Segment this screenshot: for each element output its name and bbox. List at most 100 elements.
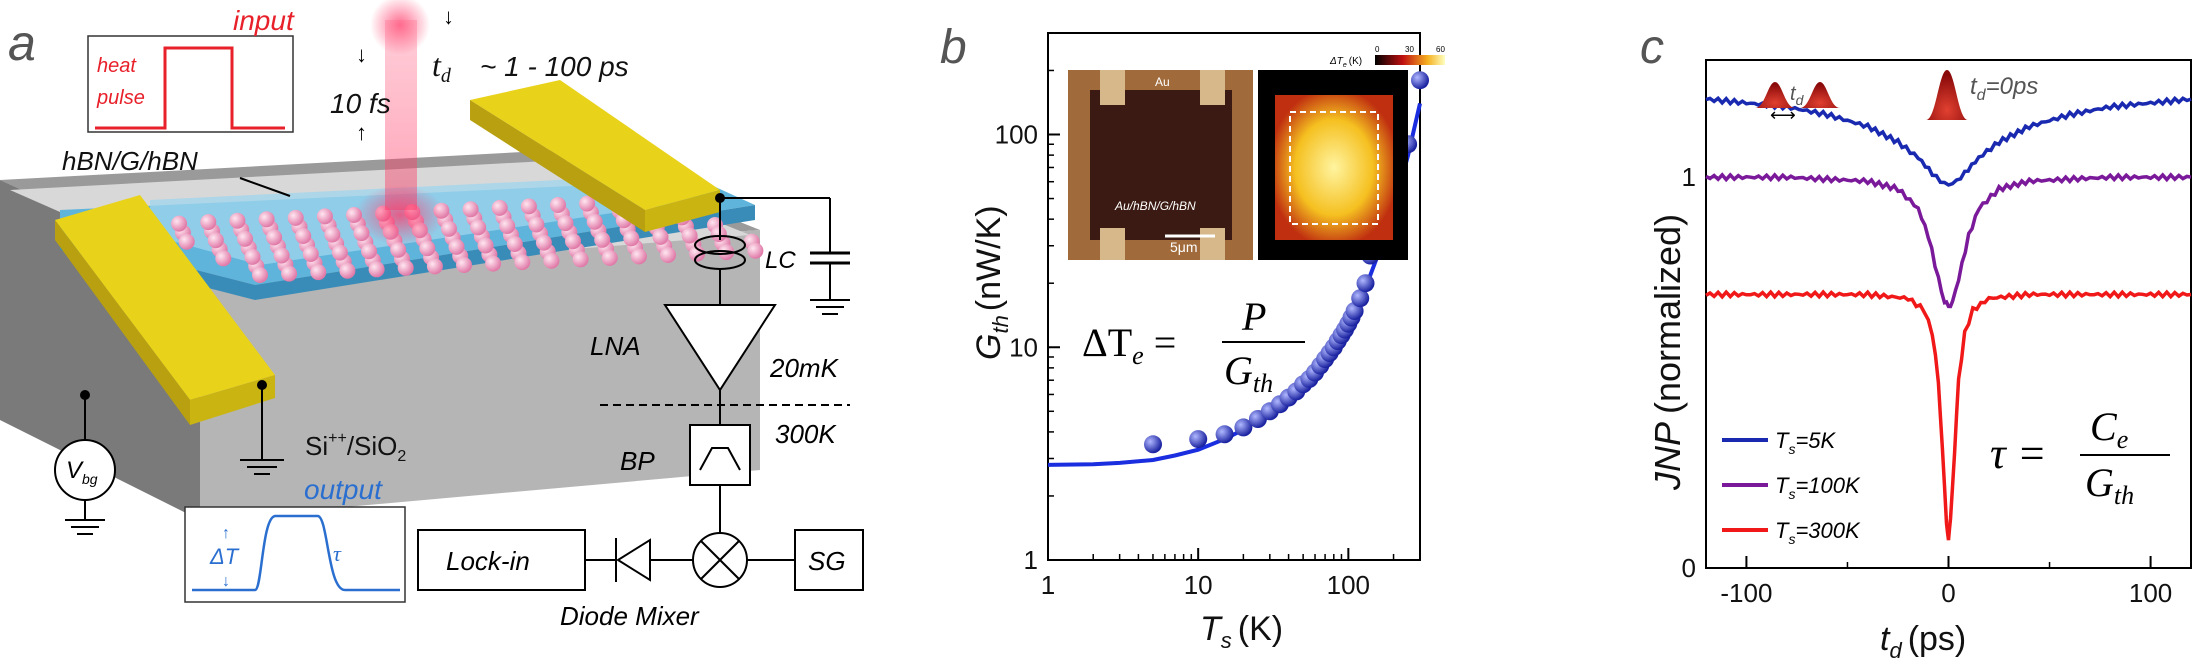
arrow-down-10fs: ↓ [356,42,367,67]
electrode-right-top [470,80,720,210]
plot-b-ytick-label: 1 [1024,545,1038,575]
diode-mixer-label: Diode Mixer [560,601,700,631]
legend-5k-label: Ts=5K [1775,428,1837,457]
output-box [184,506,406,603]
electrode-left-top [55,195,275,400]
lattice-atom [171,215,188,232]
vbg-source [54,439,116,501]
plot-b-xtick-label: 10 [1184,570,1213,600]
lattice-atom [361,243,377,260]
inset-colorbar-label: ΔTe (K) [1329,56,1362,69]
inset-contact-2 [1200,70,1225,105]
inset-label-stack: Au/hBN/G/hBN [1114,199,1196,213]
plot-c-equation: τ = Ce Gth [1990,404,2170,510]
lattice-atom [550,197,566,213]
inset-cbar-tick-60: 60 [1436,45,1445,54]
lattice-atom [426,258,443,275]
temp-low-label: 20mK [769,353,840,383]
inset-contact-3 [1100,228,1125,260]
input-label: input [233,5,295,36]
input-box-line2: pulse [96,87,145,109]
substrate-label: Si++/SiO2 [305,430,406,465]
delay-range: ~ 1 - 100 ps [480,51,629,82]
lattice-atom [586,213,603,230]
lattice-atom [520,198,537,215]
lattice-atom [229,212,246,229]
inset-contact-4 [1200,228,1225,260]
lattice-atom [681,227,698,244]
plot-c-ytick-label: 0 [1682,553,1696,583]
lattice-atom [710,226,727,242]
pulse-zero-label: td=0ps [1970,73,2038,104]
pulse-delay-arrow: ⟷ [1770,105,1796,125]
lattice-atom [419,240,436,257]
panel-a: a heat pulse input ↓ 10 fs ↑ ↓ [0,0,864,631]
temp-high-label: 300K [775,419,837,449]
lattice-atom [316,208,333,225]
electrode-right-front [645,190,720,232]
laser-beam [385,20,417,210]
panel-c: c -100 0 100 0 1 JNP(normalized) td (ps) td ⟷… [1640,21,2192,663]
bp-label: BP [620,446,655,476]
lattice-atom [543,252,560,269]
plot-c-ytick-label: 1 [1682,162,1696,192]
eq-c-lhs: τ = [1990,429,2045,478]
plot-c-axes: -100 0 100 0 1 [1682,162,2173,608]
lattice-atom [302,246,319,262]
vbg-label: Vbg [66,457,98,487]
inset-scale-label: 5μm [1170,239,1198,255]
eq-b-lhs: ΔTe = [1082,320,1176,370]
lattice-atom [557,215,574,232]
lattice-atom [535,234,552,251]
lattice-atom [215,250,232,267]
pulse-icon-1 [1755,82,1795,108]
pulse-width-label: 10 fs [330,88,391,119]
plot-b-point [1215,425,1234,444]
plot-b-equation: ΔTe = P Gth [1082,294,1305,398]
lattice-atom [747,242,764,259]
plot-c-xlabel: td (ps) [1880,620,1966,663]
lattice-atom [470,219,487,236]
lattice-atom [368,261,385,278]
lattice-atom [281,265,298,282]
plot-b-point [1356,274,1375,293]
lattice-atom [623,230,640,247]
pulse-icon-overlap [1926,70,1968,120]
panel-a-letter: a [8,15,36,71]
lattice-atom [462,201,479,218]
inset-contact-1 [1100,70,1125,105]
lattice-atom [244,248,261,265]
lattice-atom [207,232,224,249]
lc-label: LC [765,247,796,274]
plot-b-xlabel: Ts (K) [1200,610,1283,653]
lattice-atom [200,214,217,231]
plot-b-ytick-label: 10 [1009,332,1038,362]
plot-c-xtick-label: 0 [1941,578,1955,608]
output-tau-label: τ [333,541,342,566]
lattice-atom [594,231,611,248]
lockin-box [417,529,586,591]
laser-focus [355,185,445,245]
lattice-atom [339,262,356,279]
inset-label-au: Au [1155,75,1170,89]
plot-c-frame [1705,59,2192,569]
panel-b-letter: b [940,21,967,74]
pulse-icon-2 [1800,82,1840,108]
inset-microscope-device [1090,90,1232,240]
plot-b-point [1411,71,1429,90]
lattice-atom [579,195,596,212]
plot-b-xtick-label: 1 [1041,570,1055,600]
sg-box [794,529,864,591]
output-trace [192,514,400,592]
lattice-atom [506,236,523,252]
lattice-atom [178,233,195,250]
lattice-atom [287,209,304,226]
arrow-up-10fs: ↑ [356,120,367,145]
inset-thermal-hotspot [1275,95,1393,240]
lattice-atom [324,226,341,243]
mixer-cross-2 [700,540,740,580]
plot-c-series-line [1705,172,2192,309]
plot-b-ytick-label: 100 [995,120,1038,150]
inset-cbar-tick-0: 0 [1375,45,1380,54]
